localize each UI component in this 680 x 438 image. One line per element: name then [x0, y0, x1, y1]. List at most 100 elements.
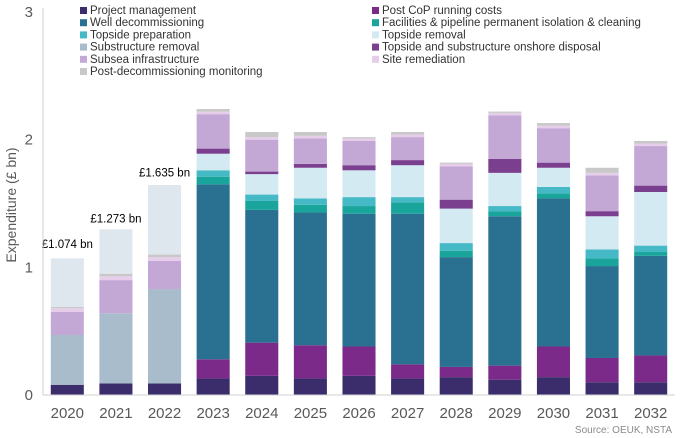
legend-label: Topside and substructure onshore disposa…	[382, 42, 601, 54]
bar-segment	[585, 167, 619, 173]
bar-segment	[245, 342, 279, 376]
total-label: £1.074 bn	[42, 239, 93, 251]
bar-segment	[536, 162, 570, 168]
bar-segment	[50, 308, 84, 313]
y-tick-label: 0	[25, 387, 33, 404]
legend-label: Post CoP running costs	[382, 5, 502, 17]
bar-segment	[293, 345, 327, 379]
bar-segment	[488, 115, 522, 159]
legend-label: Topside removal	[382, 29, 466, 41]
bar-segment	[634, 140, 668, 144]
legend-swatch	[80, 55, 87, 63]
bar-segment	[293, 204, 327, 213]
bar-segment	[439, 166, 473, 200]
bar-segment	[293, 378, 327, 395]
y-tick-label: 1	[25, 259, 33, 276]
bar-segment	[536, 377, 570, 395]
bar-segment	[391, 197, 425, 203]
bar-segment	[50, 312, 84, 335]
bar-segment	[391, 378, 425, 395]
bar-segment	[245, 375, 279, 395]
bar-segment	[488, 172, 522, 207]
bar-segment	[50, 306, 84, 309]
legend-label: Subsea infrastructure	[90, 54, 199, 66]
legend-label: Project management	[90, 5, 197, 17]
bar-segment	[391, 202, 425, 214]
total-label: £1.635 bn	[139, 167, 190, 179]
x-tick-labels: 2020 2021 2022 2023 2024 2025 2026 2027 2028 2029…	[51, 405, 668, 422]
bar-segment	[99, 229, 133, 274]
x-tick-label: 2022	[148, 405, 181, 422]
bar-segment	[99, 280, 133, 314]
bar-segment	[391, 165, 425, 198]
bar-segment	[293, 135, 327, 139]
x-tick-label: 2025	[294, 405, 327, 422]
bar-segment	[634, 192, 668, 246]
bar-segment	[488, 158, 522, 173]
bar-segment	[148, 383, 182, 395]
legend: Project management Post CoP running costs…	[80, 5, 641, 78]
bar-segment	[585, 216, 619, 250]
bar-segment	[342, 165, 376, 171]
bar-segment	[391, 137, 425, 161]
bar-segment	[634, 355, 668, 383]
bar-segment	[196, 378, 230, 395]
bar-segment	[293, 198, 327, 205]
x-tick-label: 2029	[488, 405, 521, 422]
x-tick-label: 2026	[342, 405, 375, 422]
bar-segment	[342, 206, 376, 214]
bar-segment	[439, 208, 473, 244]
bar-segment	[293, 167, 327, 199]
bar-segment	[293, 138, 327, 164]
legend-swatch	[80, 43, 87, 51]
legend-label: Facilities & pipeline permanent isolatio…	[382, 17, 641, 29]
bar-segment	[536, 128, 570, 163]
bar-segment	[196, 111, 230, 115]
x-tick-label: 2021	[99, 405, 132, 422]
x-tick-label: 2031	[585, 405, 618, 422]
bar-segment	[536, 346, 570, 378]
bar-segment	[391, 364, 425, 379]
bar-segment	[245, 200, 279, 210]
bar-segment	[536, 193, 570, 199]
bar-segment	[585, 211, 619, 217]
legend-swatch	[80, 68, 87, 75]
bar-segment	[245, 132, 279, 138]
bar-segment	[536, 198, 570, 347]
bar-segment	[488, 379, 522, 395]
bar-segment	[585, 266, 619, 358]
bar-segment	[148, 260, 182, 290]
bar-segment	[196, 170, 230, 177]
x-tick-label: 2032	[634, 405, 667, 422]
bar-segment	[391, 134, 425, 138]
bar-segment	[342, 170, 376, 198]
bar-segment	[196, 176, 230, 185]
bar-segment	[488, 112, 522, 116]
bar-segment	[634, 382, 668, 395]
bar-segment	[488, 216, 522, 366]
bars	[50, 109, 668, 395]
x-tick-label: 2028	[440, 405, 473, 422]
bar-segment	[634, 143, 668, 147]
bar-segment	[585, 258, 619, 267]
axes	[42, 8, 675, 396]
y-tick-label: 2	[25, 132, 33, 149]
legend-label: Site remediation	[382, 54, 465, 66]
x-tick-label: 2020	[51, 405, 84, 422]
legend-swatch	[80, 31, 87, 39]
legend-swatch	[372, 7, 379, 14]
bar-segment	[488, 111, 522, 113]
bar-segment	[439, 162, 473, 164]
bar-segment	[439, 199, 473, 209]
legend-label: Post-decommissioning monitoring	[90, 66, 263, 78]
bar-segment	[293, 132, 327, 136]
bar-segment	[439, 366, 473, 378]
source-note: Source: OEUK, NSTA	[575, 425, 672, 436]
bar-segment	[342, 137, 376, 139]
legend-swatch	[372, 31, 379, 39]
legend-swatch	[80, 19, 87, 27]
y-tick-label: 3	[25, 4, 33, 21]
bar-segment	[488, 365, 522, 380]
bar-segment	[293, 212, 327, 346]
